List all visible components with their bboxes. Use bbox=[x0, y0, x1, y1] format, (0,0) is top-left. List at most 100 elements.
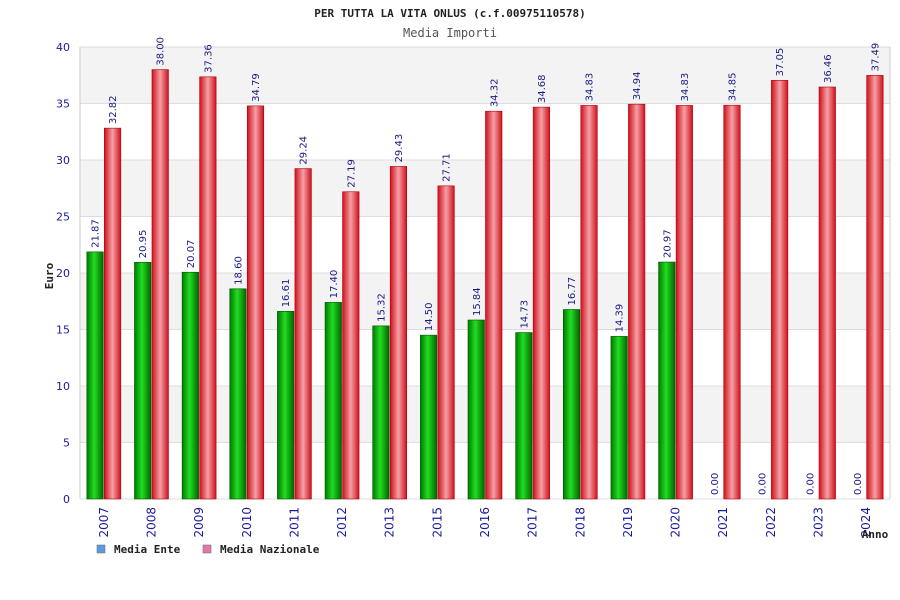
bar-media-nazionale-2016 bbox=[485, 110, 503, 500]
bar-media-nazionale-2020 bbox=[675, 105, 693, 500]
x-tick-label-2009: 2009 bbox=[192, 507, 206, 538]
bar-media-nazionale-2009 bbox=[199, 76, 217, 500]
bar-media-nazionale-2011 bbox=[294, 168, 312, 500]
y-tick-label: 20 bbox=[56, 267, 70, 280]
bar-media-nazionale-2021 bbox=[723, 104, 741, 500]
bar-media-ente-2007 bbox=[86, 251, 104, 500]
bar-media-ente-2009 bbox=[181, 271, 199, 500]
value-label-media-ente-2007: 21.87 bbox=[91, 219, 102, 248]
x-tick-label-2007: 2007 bbox=[97, 507, 111, 538]
y-tick-label: 10 bbox=[56, 380, 70, 393]
x-tick-label-2010: 2010 bbox=[240, 507, 254, 538]
x-tick-label-2016: 2016 bbox=[478, 507, 492, 538]
x-tick-labels: 2007 2008 2009 2010 2011 2012 2013 2015 2016 2017… bbox=[97, 507, 873, 538]
value-label-media-nazionale-2015: 27.71 bbox=[442, 153, 453, 182]
bar-media-nazionale-2023 bbox=[818, 86, 836, 500]
legend: Media Ente Media Nazionale bbox=[96, 543, 320, 556]
bar-media-ente-2011 bbox=[277, 311, 295, 500]
bar-media-ente-2010 bbox=[229, 288, 247, 500]
bar-media-nazionale-2022 bbox=[771, 80, 789, 500]
chart-subtitle: Media Importi bbox=[403, 26, 497, 40]
value-label-media-ente-2012: 17.40 bbox=[329, 270, 340, 299]
bar-media-ente-2015 bbox=[420, 334, 438, 500]
value-label-media-nazionale-2013: 29.43 bbox=[394, 134, 405, 163]
value-label-media-nazionale-2010: 34.79 bbox=[251, 73, 262, 102]
value-label-media-ente-2015: 14.50 bbox=[424, 303, 435, 332]
value-label-media-nazionale-2024: 37.49 bbox=[870, 43, 881, 72]
value-label-media-ente-2013: 15.32 bbox=[376, 293, 387, 322]
value-label-media-ente-2011: 16.61 bbox=[281, 279, 292, 308]
x-tick-label-2017: 2017 bbox=[526, 507, 540, 538]
bar-media-ente-2019 bbox=[610, 336, 628, 500]
bar-media-nazionale-2018 bbox=[580, 105, 598, 500]
x-tick-label-2012: 2012 bbox=[335, 507, 349, 538]
legend-label-media-nazionale: Media Nazionale bbox=[220, 543, 320, 556]
value-label-media-ente-2010: 18.60 bbox=[234, 256, 245, 285]
bar-media-nazionale-2008 bbox=[151, 69, 169, 500]
bars-group bbox=[86, 69, 884, 500]
value-label-media-ente-2023: 0.00 bbox=[805, 473, 816, 495]
bar-media-ente-2008 bbox=[134, 261, 152, 500]
bar-media-nazionale-2017 bbox=[532, 106, 550, 500]
value-label-media-nazionale-2020: 34.83 bbox=[680, 73, 691, 102]
value-label-media-nazionale-2009: 37.36 bbox=[203, 44, 214, 73]
value-label-media-ente-2022: 0.00 bbox=[758, 473, 769, 495]
y-tick-label: 30 bbox=[56, 154, 70, 167]
y-tick-labels: 0 5 10 15 20 25 30 35 40 bbox=[56, 41, 70, 506]
value-label-media-ente-2008: 20.95 bbox=[138, 230, 149, 259]
x-axis-label: Anno bbox=[862, 528, 889, 541]
y-tick-label: 35 bbox=[56, 98, 70, 111]
value-label-media-ente-2024: 0.00 bbox=[853, 473, 864, 495]
bar-media-ente-2017 bbox=[515, 332, 533, 500]
value-label-media-nazionale-2012: 27.19 bbox=[346, 159, 357, 188]
bar-media-ente-2018 bbox=[562, 309, 581, 500]
y-axis-label: Euro bbox=[43, 262, 56, 289]
value-label-media-nazionale-2022: 37.05 bbox=[775, 48, 786, 77]
value-label-media-nazionale-2016: 34.32 bbox=[489, 79, 500, 108]
chart-title: PER TUTTA LA VITA ONLUS (c.f.00975110578… bbox=[314, 7, 586, 20]
x-tick-label-2023: 2023 bbox=[812, 507, 826, 538]
value-label-media-nazionale-2007: 32.82 bbox=[108, 95, 119, 124]
y-tick-label: 0 bbox=[63, 493, 70, 506]
legend-label-media-ente: Media Ente bbox=[114, 543, 181, 556]
x-tick-label-2008: 2008 bbox=[144, 507, 158, 538]
x-tick-label-2013: 2013 bbox=[383, 507, 397, 538]
value-label-media-nazionale-2021: 34.85 bbox=[727, 73, 738, 102]
x-tick-label-2018: 2018 bbox=[573, 507, 587, 538]
legend-item-media-nazionale: Media Nazionale bbox=[202, 543, 320, 556]
x-tick-label-2011: 2011 bbox=[287, 507, 301, 538]
bar-media-nazionale-2019 bbox=[628, 103, 646, 500]
y-tick-label: 15 bbox=[56, 324, 70, 337]
bar-media-ente-2016 bbox=[467, 319, 485, 500]
value-label-media-nazionale-2008: 38.00 bbox=[156, 37, 167, 66]
bar-media-ente-2020 bbox=[658, 261, 676, 500]
y-tick-label: 25 bbox=[56, 211, 70, 224]
value-label-media-nazionale-2017: 34.68 bbox=[537, 74, 548, 103]
value-label-media-ente-2016: 15.84 bbox=[472, 287, 483, 316]
value-label-media-nazionale-2023: 36.46 bbox=[823, 54, 834, 83]
x-tick-label-2015: 2015 bbox=[430, 507, 444, 538]
legend-item-media-ente: Media Ente bbox=[96, 543, 181, 556]
y-tick-label: 40 bbox=[56, 41, 70, 54]
value-labels-group: 21.87 32.82 20.95 38.00 20.07 37.36 18.60 34.79… bbox=[91, 37, 882, 495]
bar-media-nazionale-2012 bbox=[342, 191, 360, 500]
x-tick-label-2024: 2024 bbox=[859, 507, 873, 538]
legend-swatch-media-ente bbox=[96, 544, 106, 554]
value-label-media-ente-2018: 16.77 bbox=[567, 277, 578, 306]
value-label-media-ente-2021: 0.00 bbox=[710, 473, 721, 495]
bar-media-nazionale-2015 bbox=[437, 185, 455, 500]
bar-media-ente-2013 bbox=[372, 325, 390, 500]
x-tick-label-2019: 2019 bbox=[621, 507, 635, 538]
value-label-media-ente-2019: 14.39 bbox=[615, 304, 626, 333]
value-label-media-ente-2009: 20.07 bbox=[186, 240, 197, 269]
bar-media-nazionale-2010 bbox=[246, 105, 265, 500]
value-label-media-nazionale-2018: 34.83 bbox=[585, 73, 596, 102]
y-tick-label: 5 bbox=[63, 437, 70, 450]
x-tick-label-2021: 2021 bbox=[716, 507, 730, 538]
value-label-media-ente-2020: 20.97 bbox=[662, 229, 673, 258]
value-label-media-nazionale-2011: 29.24 bbox=[299, 136, 310, 165]
value-label-media-ente-2017: 14.73 bbox=[519, 300, 530, 329]
bar-media-nazionale-2024 bbox=[866, 75, 884, 500]
